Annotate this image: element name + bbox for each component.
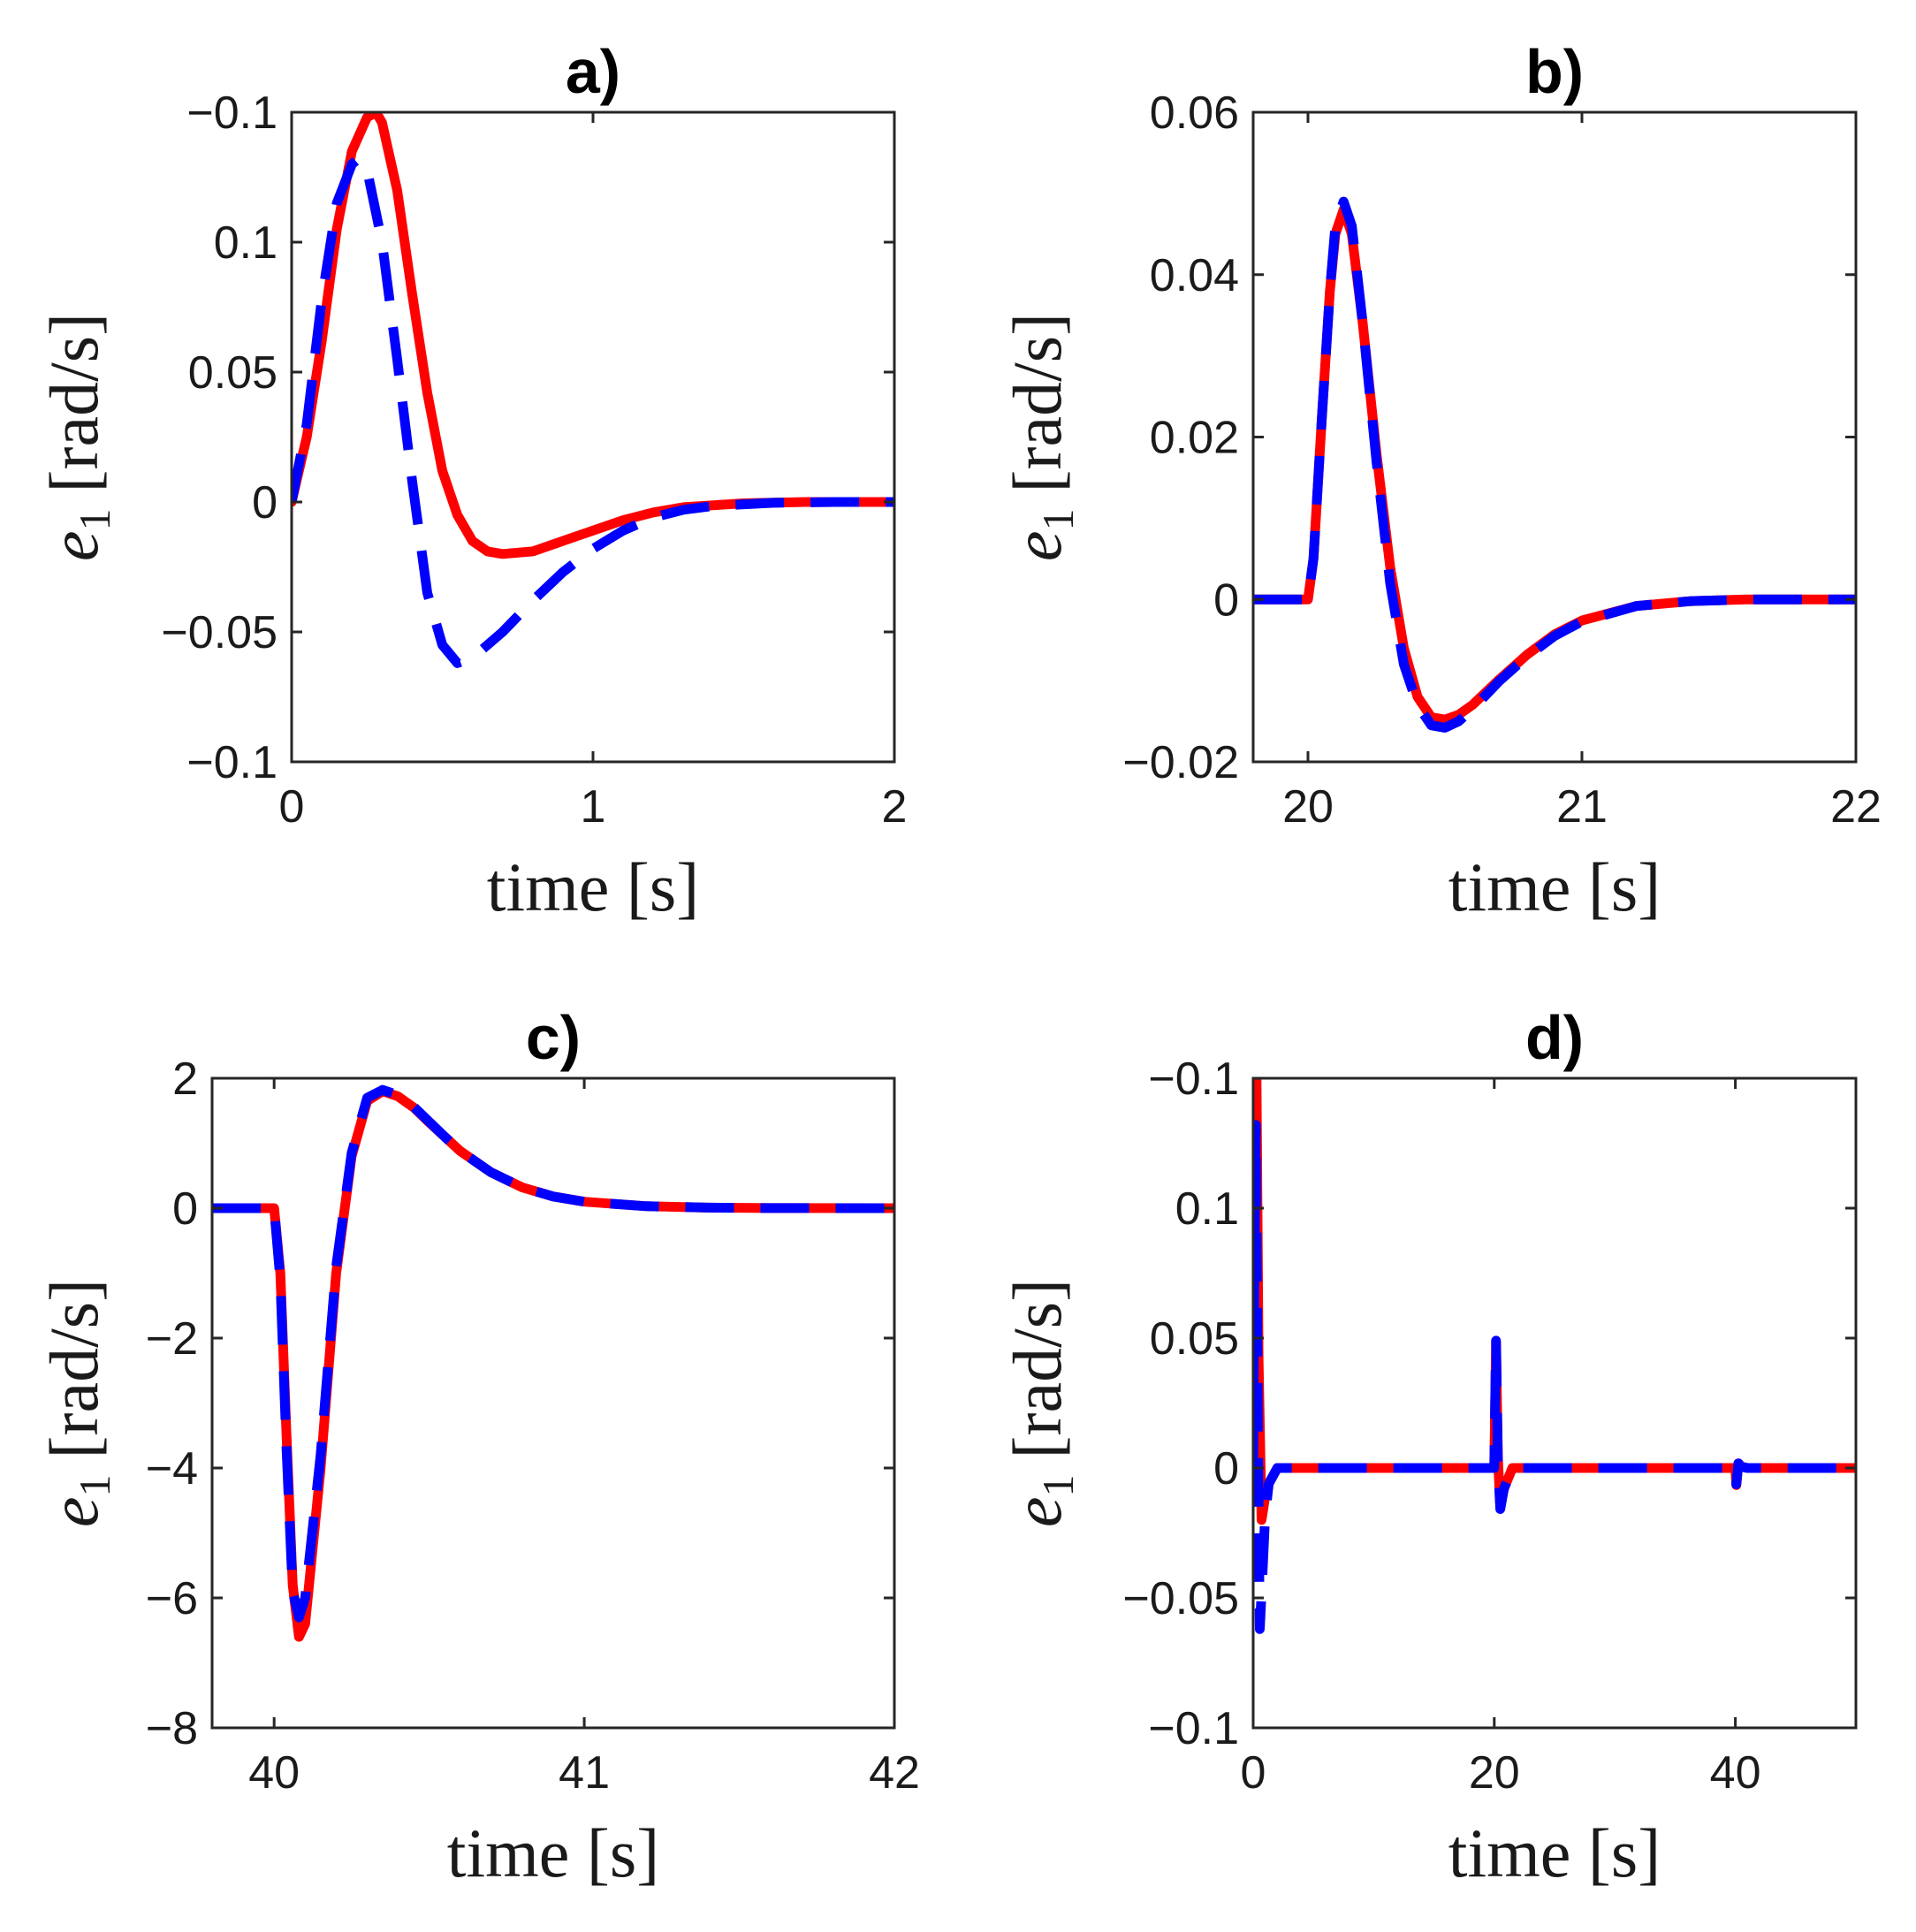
panel-b-series-group	[1253, 196, 1856, 733]
panel-c-axes-frame	[210, 1076, 896, 1730]
panel-c-xlabel: time [s]	[447, 1814, 659, 1891]
panel-a-xlabel: time [s]	[487, 848, 699, 925]
panel-c-ylabel-symbol: e	[35, 1496, 112, 1527]
panel-a-ytick-label: 0.05	[188, 347, 278, 399]
panel-d-series-dashed	[1253, 1120, 1856, 1634]
panel-d-ytick-label: −0.05	[1122, 1573, 1239, 1624]
panel-c-xtick-label: 41	[559, 1747, 610, 1799]
panel-a-ytick-label: −0.05	[161, 607, 278, 658]
panel-c-ytick-label: −2	[146, 1313, 198, 1365]
panel-d-ylabel-symbol: e	[999, 1496, 1076, 1527]
panel-d-series-solid	[1253, 1078, 1856, 1525]
panel-d-ytick-label: −0.1	[1148, 1703, 1239, 1754]
panel-c-ylabel: e1 [rad/s]	[35, 1279, 119, 1527]
panel-a-ylabel: e1 [rad/s]	[35, 313, 119, 561]
panel-b-xtick-label: 20	[1282, 781, 1334, 833]
panel-a-ytick-label: −0.1	[186, 87, 278, 139]
panel-b-ytick-label: 0	[1213, 574, 1239, 626]
panel-b-ytick-label: 0.02	[1150, 413, 1239, 464]
panel-a-xtick-label: 2	[882, 781, 908, 833]
panel-a-ytick-label: −0.1	[186, 737, 278, 788]
panel-c-ylabel-subscript: 1	[70, 1474, 119, 1496]
panel-c-xtick-label: 42	[869, 1747, 920, 1799]
panel-d: 0 20 40 −0.1 −0.05 0 0.05 0.1 −0.1 d) time [s] e1 [r…	[999, 1003, 1858, 1891]
panel-a-ytick-label: 0	[252, 477, 278, 529]
panel-a-xtick-label: 1	[581, 781, 606, 833]
panel-b-ytick-label: 0.04	[1150, 250, 1239, 301]
panel-b-ytick-label: 0.06	[1150, 87, 1239, 139]
panel-b-ylabel-subscript: 1	[1033, 508, 1083, 530]
panel-c-series-dashed	[212, 1084, 894, 1623]
panel-c-ytick-label: −4	[146, 1443, 198, 1495]
panel-c-xtick-label: 40	[248, 1747, 300, 1799]
panel-b-ytick-label: −0.02	[1122, 737, 1239, 788]
panel-a-series-solid	[292, 112, 894, 559]
panel-b-ylabel-units: [rad/s]	[999, 313, 1076, 493]
panel-a-ylabel-units: [rad/s]	[35, 313, 112, 493]
panel-d-ylabel: e1 [rad/s]	[999, 1279, 1083, 1527]
panel-d-xtick-label: 20	[1469, 1747, 1520, 1799]
panel-d-ytick-label: −0.1	[1148, 1053, 1239, 1105]
panel-b-series-solid	[1253, 204, 1856, 725]
panel-b-ylabel-symbol: e	[999, 530, 1076, 561]
panel-b-ylabel: e1 [rad/s]	[999, 313, 1083, 561]
panel-a-xtick-label: 0	[279, 781, 305, 833]
panel-d-title: d)	[1525, 1003, 1584, 1072]
panel-d-ytick-label: 0.1	[1175, 1183, 1239, 1235]
panel-c: 40 41 42 −8 −6 −4 −2 0 2 c) time [s] e1 [rad/s]	[35, 1003, 920, 1891]
panel-d-series-group	[1253, 1078, 1856, 1634]
panel-d-ytick-label: 0.05	[1150, 1313, 1239, 1365]
panel-d-axes-frame	[1251, 1076, 1858, 1730]
panel-d-ylabel-subscript: 1	[1033, 1474, 1083, 1496]
panel-b-series-dashed	[1253, 196, 1856, 733]
panel-a-series-dashed	[292, 154, 894, 668]
panel-d-xtick-label: 40	[1710, 1747, 1761, 1799]
panel-b-xtick-label: 21	[1556, 781, 1608, 833]
panel-c-title: c)	[526, 1003, 581, 1072]
panel-a-ytick-label: 0.1	[214, 217, 278, 269]
panel-b-xtick-label: 22	[1830, 781, 1882, 833]
panel-d-xlabel: time [s]	[1448, 1814, 1661, 1891]
panel-a-series-group	[292, 112, 894, 668]
panel-a-axes-frame	[290, 110, 896, 764]
panel-b: 20 21 22 −0.02 0 0.02 0.04 0.06 b) time [s] e1 [rad…	[999, 37, 1882, 925]
panel-a-ylabel-subscript: 1	[70, 508, 119, 530]
panel-c-series-group	[212, 1084, 894, 1642]
panel-c-ylabel-units: [rad/s]	[35, 1279, 112, 1459]
panel-d-xtick-label: 0	[1241, 1747, 1266, 1799]
panel-a-ylabel-symbol: e	[35, 530, 112, 561]
panel-c-ytick-label: −6	[146, 1573, 198, 1624]
panel-d-ytick-label: 0	[1213, 1443, 1239, 1495]
panel-d-ylabel-units: [rad/s]	[999, 1279, 1076, 1459]
panel-c-ytick-label: −8	[146, 1703, 198, 1754]
panel-c-ytick-label: 0	[172, 1183, 198, 1235]
panel-a-title: a)	[566, 37, 620, 106]
panel-c-series-solid	[212, 1086, 894, 1642]
panel-c-ytick-label: 2	[172, 1053, 198, 1105]
panel-b-xlabel: time [s]	[1448, 848, 1661, 925]
panel-b-title: b)	[1525, 37, 1584, 106]
